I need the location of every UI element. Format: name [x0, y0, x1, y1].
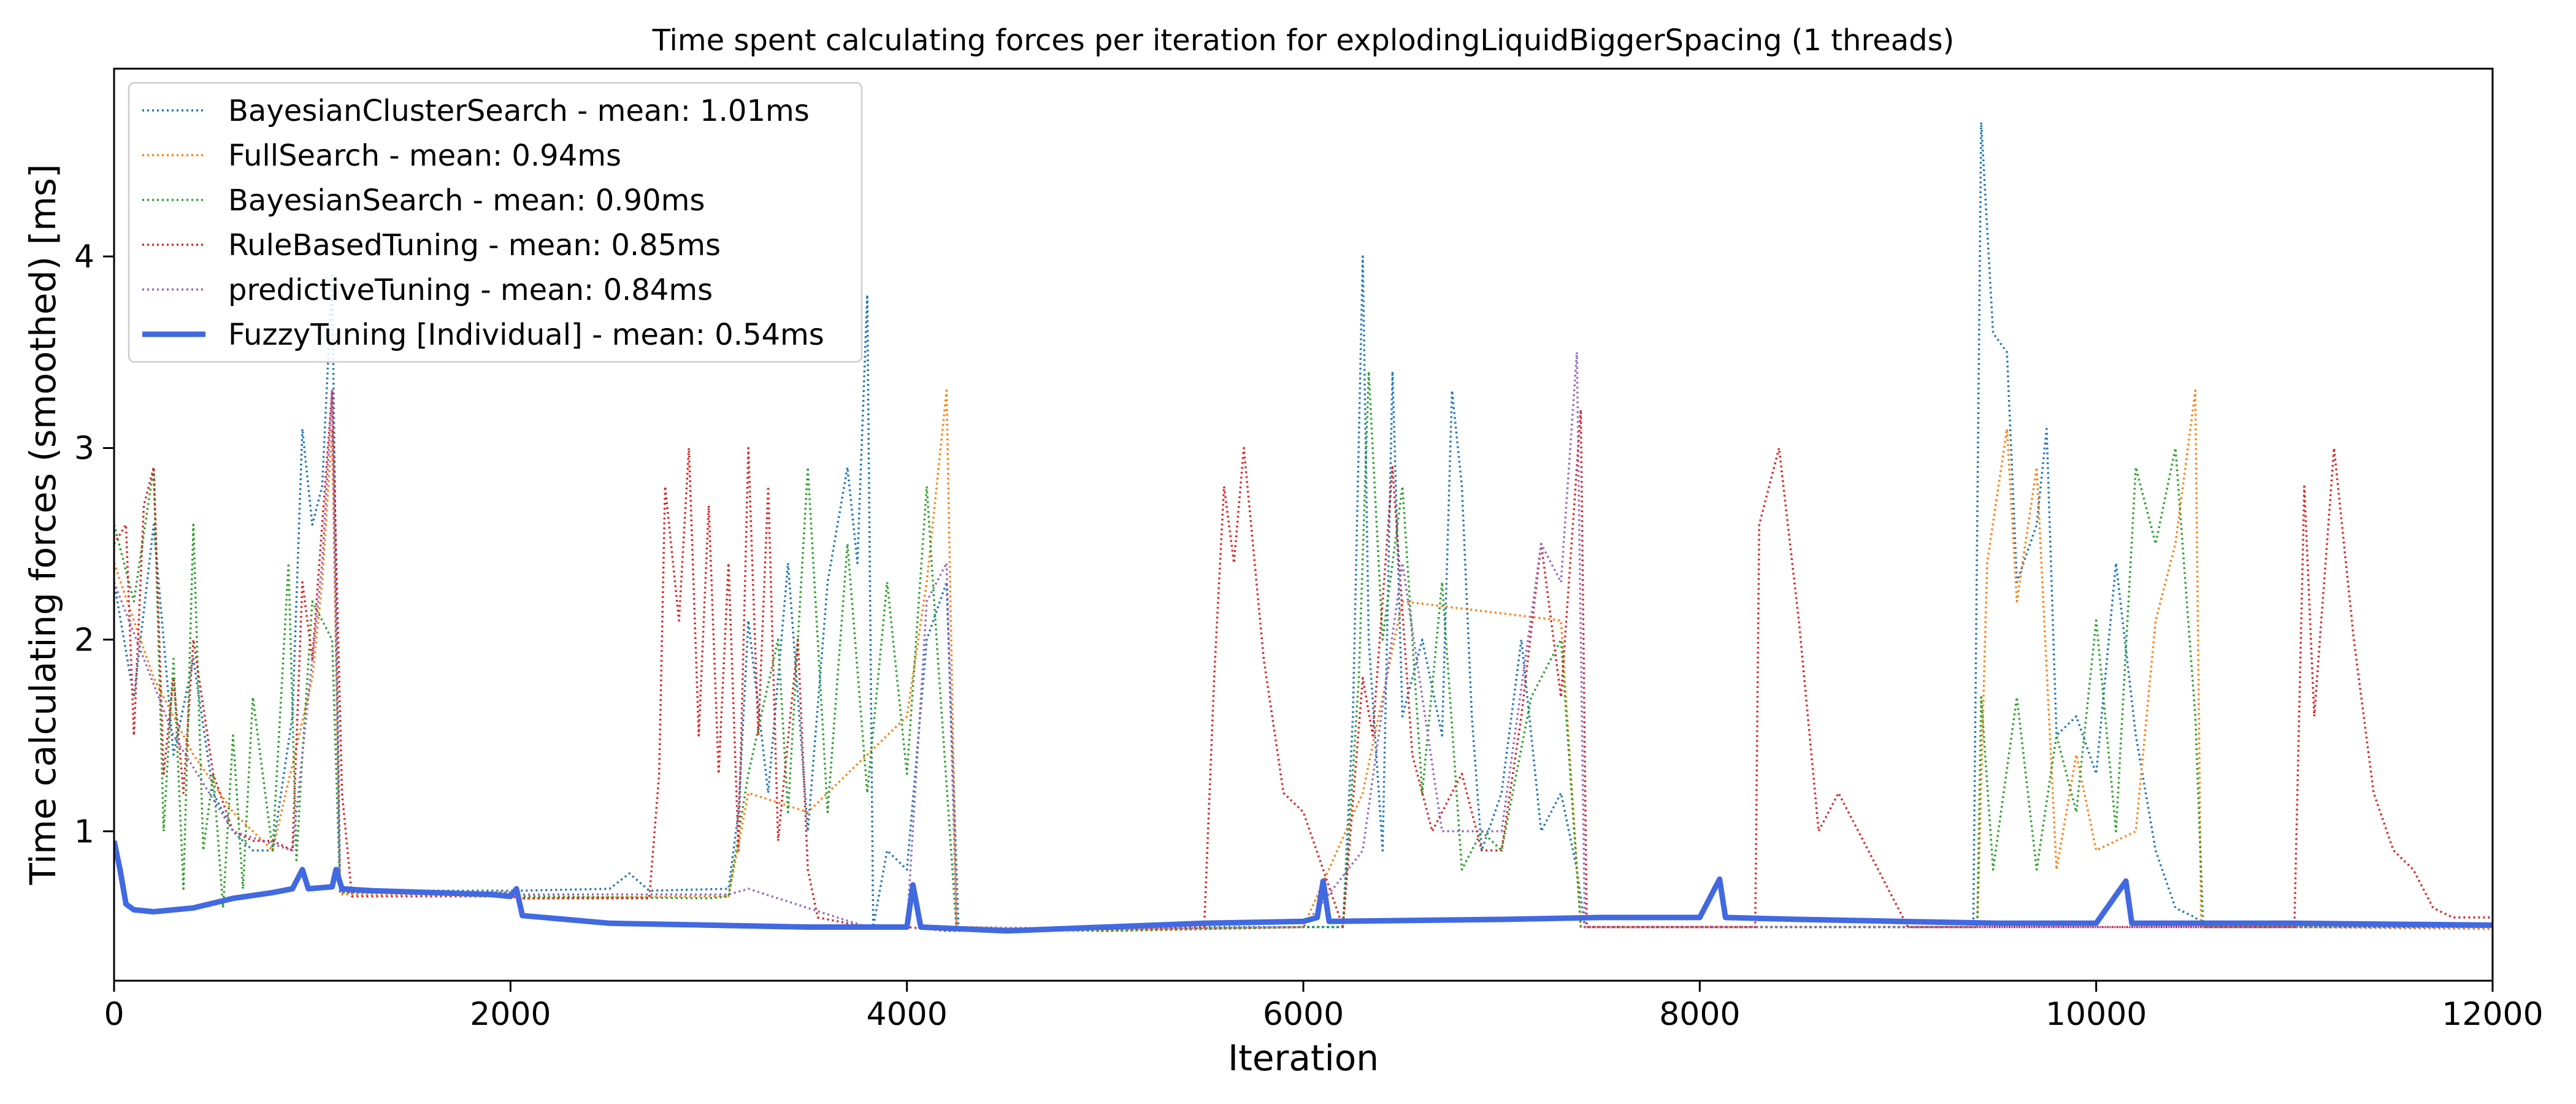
- series-line-5: [114, 351, 2493, 930]
- x-axis: 0 2000 4000 6000 8000 10000 12000: [104, 981, 2543, 1033]
- legend-label: FuzzyTuning [Individual] - mean: 0.54ms: [228, 318, 824, 352]
- legend-label: RuleBasedTuning - mean: 0.85ms: [228, 228, 721, 263]
- legend-label: predictiveTuning - mean: 0.84ms: [228, 273, 713, 307]
- series-line-3: [114, 370, 2493, 932]
- series-layer: [114, 121, 2493, 934]
- y-tick-label: 3: [74, 431, 94, 467]
- x-tick-label: 2000: [470, 996, 551, 1033]
- x-tick-label: 4000: [866, 996, 947, 1033]
- x-tick-label: 12000: [2442, 996, 2543, 1033]
- y-axis: 1 2 3 4: [74, 239, 114, 850]
- series-line-6: [114, 840, 2493, 934]
- chart-title: Time spent calculating forces per iterat…: [652, 23, 1955, 58]
- legend-label: BayesianSearch - mean: 0.90ms: [228, 183, 705, 218]
- x-tick-label: 10000: [2045, 996, 2147, 1033]
- y-axis-label: Time calculating forces (smoothed) [ms]: [22, 164, 64, 885]
- x-axis-label: Iteration: [1228, 1037, 1379, 1079]
- series-line-4: [114, 389, 2493, 932]
- legend-box: [128, 82, 863, 363]
- legend-label: FullSearch - mean: 0.94ms: [228, 139, 621, 173]
- legend-label: BayesianClusterSearch - mean: 1.01ms: [228, 94, 810, 128]
- x-tick-label: 6000: [1263, 996, 1344, 1033]
- x-tick-label: 0: [104, 996, 124, 1033]
- y-tick-label: 2: [74, 622, 94, 659]
- y-tick-label: 4: [74, 239, 94, 275]
- x-tick-label: 8000: [1659, 996, 1740, 1033]
- y-tick-label: 1: [74, 813, 94, 850]
- legend: BayesianClusterSearch - mean: 1.01ms Full…: [128, 82, 863, 363]
- series-line-2: [114, 389, 2493, 932]
